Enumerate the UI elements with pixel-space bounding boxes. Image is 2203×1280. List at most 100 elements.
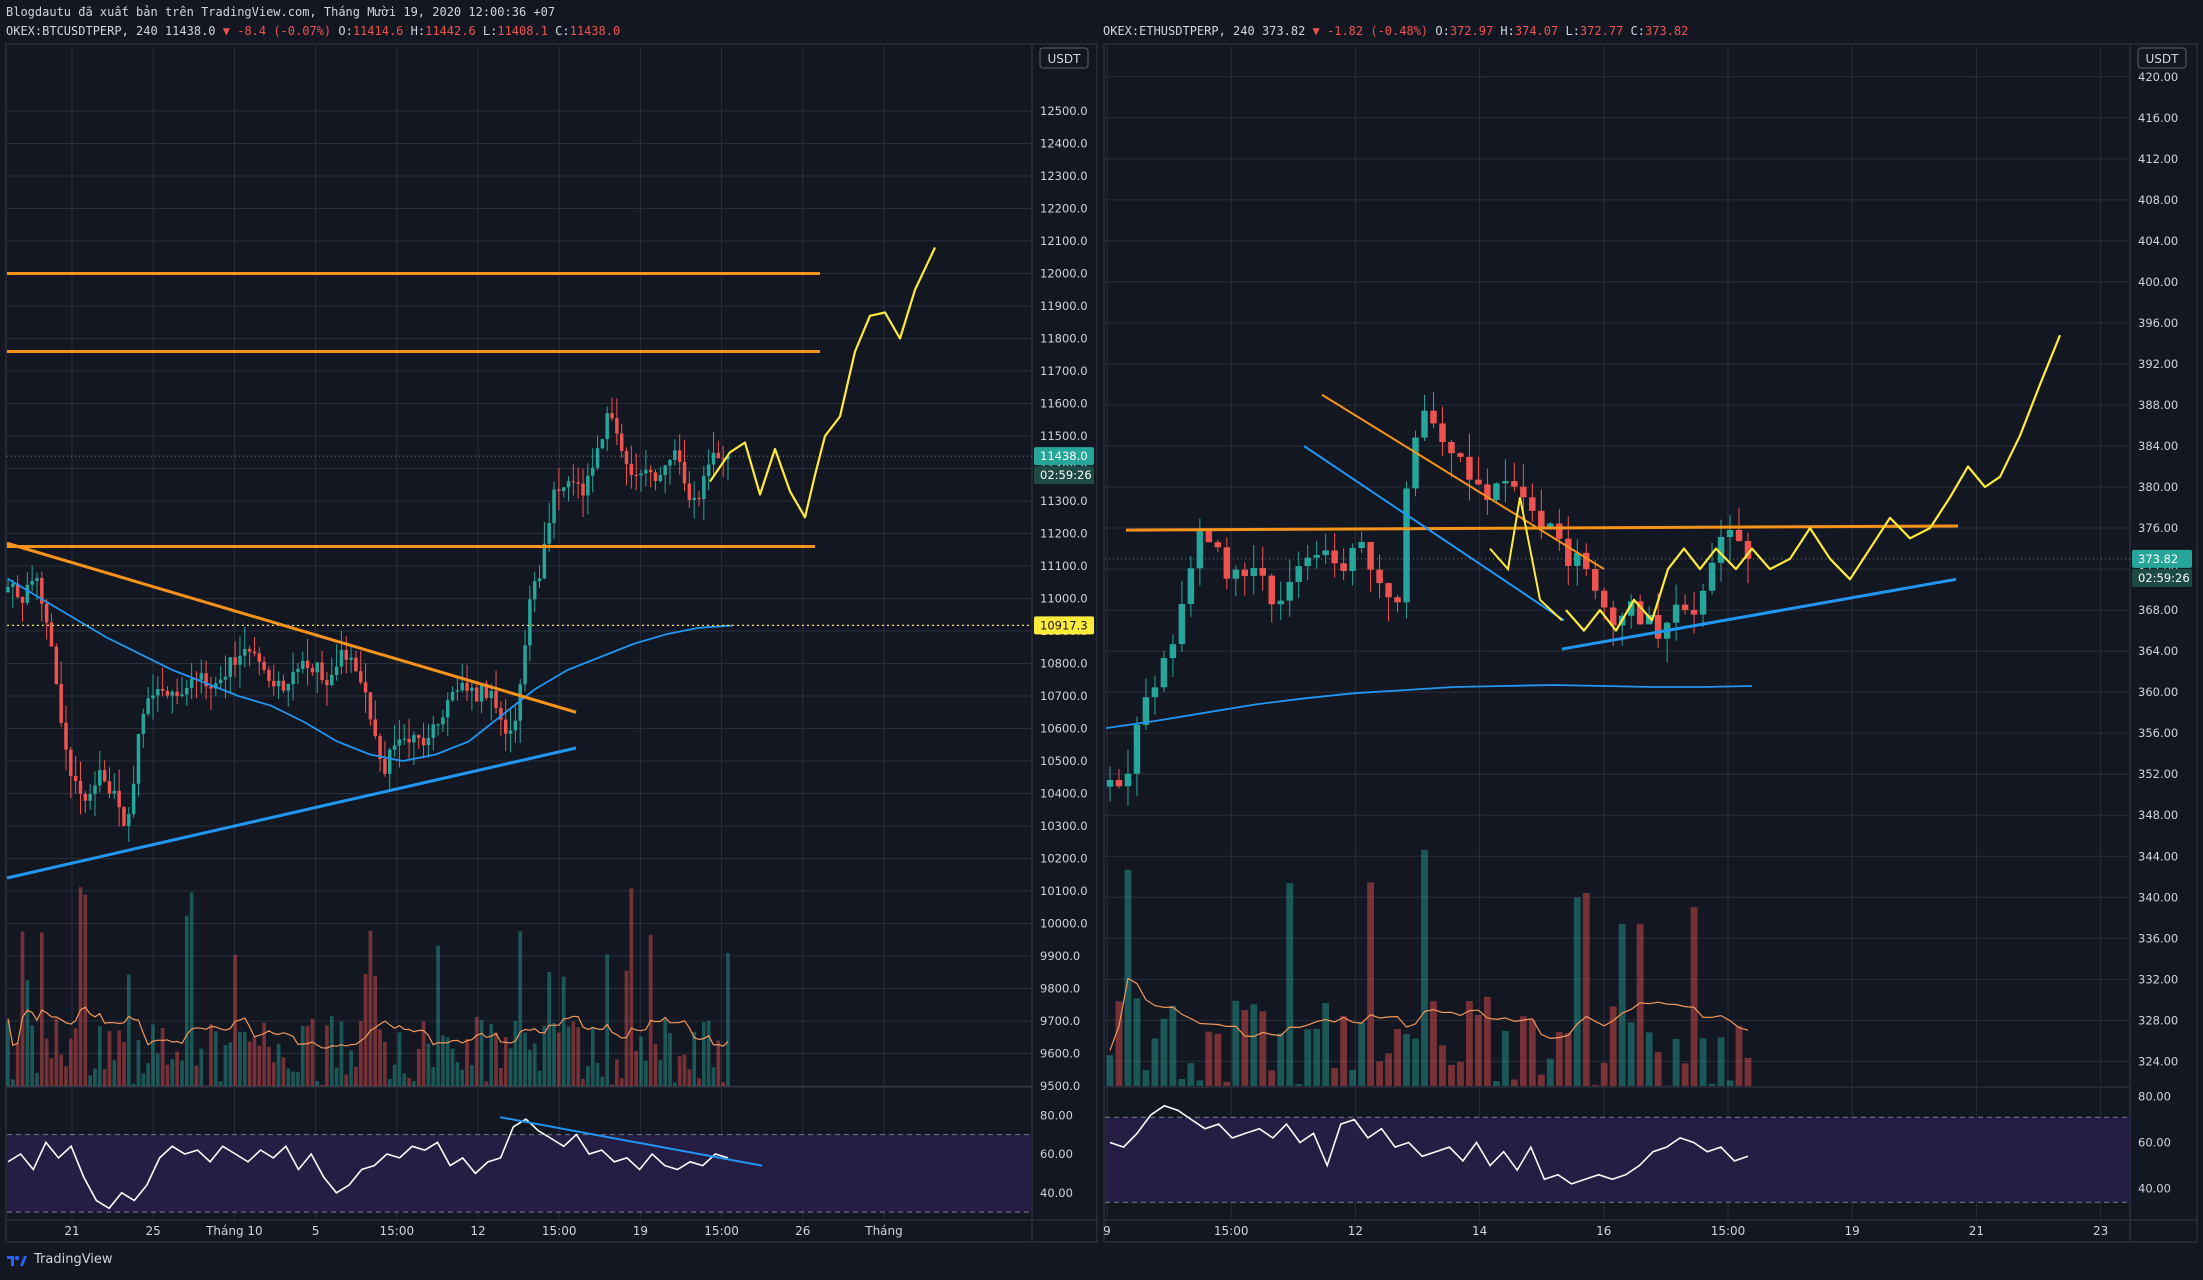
eth-rsi-tick-label: 40.00 [2138, 1181, 2171, 1195]
btc-rsi-tick-label: 60.00 [1040, 1147, 1073, 1161]
btc-last-price-label: 11438.0 [1040, 449, 1088, 463]
eth-x-tick-label: 23 [2093, 1224, 2108, 1238]
eth-volume-bar [1448, 1064, 1455, 1086]
btc-volume-bar [639, 1036, 643, 1086]
eth-y-tick-label: 340.00 [2138, 890, 2178, 904]
tradingview-logo[interactable]: TradingView [6, 1252, 113, 1267]
btc-volume-bar [102, 1069, 107, 1086]
eth-volume-bar [1681, 1063, 1689, 1086]
btc-chart: 12500.0 12400.0 12300.0 12200.0 12100.0 12000… [6, 46, 1094, 1238]
btc-volume-bar [35, 1072, 39, 1086]
btc-candle [513, 720, 518, 731]
btc-y-tick-label: 11100.0 [1040, 559, 1088, 573]
eth-volume-bar [1466, 1000, 1473, 1086]
btc-volume-bar [262, 1022, 266, 1086]
eth-candle [1529, 497, 1536, 511]
eth-candle [1151, 687, 1159, 698]
btc-volume-bar [615, 1059, 619, 1086]
btc-candle [474, 687, 479, 702]
eth-volume-bar [1475, 1014, 1482, 1086]
btc-candle [431, 724, 435, 738]
btc-x-tick-label: 15:00 [542, 1224, 577, 1238]
btc-volume-bar [136, 1040, 141, 1086]
btc-volume-bar [300, 1025, 305, 1086]
eth-volume-bar [1627, 1022, 1635, 1086]
eth-volume-bar [1295, 1084, 1303, 1086]
eth-currency-badge[interactable]: USDT [2137, 47, 2187, 69]
btc-candle [359, 671, 363, 683]
btc-candle [262, 661, 266, 670]
btc-candle [156, 688, 160, 696]
btc-volume-bar [702, 1022, 706, 1086]
eth-candle [1205, 531, 1213, 543]
eth-y-tick-label: 392.00 [2138, 357, 2178, 371]
eth-volume-bar [1573, 897, 1581, 1086]
btc-volume-bar [474, 1016, 479, 1086]
eth-y-tick-label: 396.00 [2138, 316, 2178, 330]
btc-candle [40, 577, 44, 604]
eth-y-tick-label: 352.00 [2138, 767, 2178, 781]
btc-candle [494, 690, 498, 709]
btc-volume-bar [199, 1048, 204, 1086]
eth-candle [1169, 644, 1177, 659]
eth-volume-ma-line [1109, 977, 1749, 1051]
btc-volume-bar [165, 1064, 170, 1086]
btc-volume-bar [354, 1066, 358, 1086]
btc-candle [252, 651, 257, 654]
btc-candle [64, 722, 68, 750]
eth-candle [1592, 569, 1599, 591]
eth-candle [1403, 488, 1410, 603]
btc-x-tick-label: 21 [64, 1224, 79, 1238]
eth-candle [1214, 542, 1222, 548]
btc-candle [547, 523, 551, 544]
btc-ma-price-label: 10917.3 [1040, 618, 1088, 632]
btc-candle [610, 413, 614, 419]
eth-y-tick-label: 384.00 [2138, 439, 2178, 453]
btc-volume-bar [383, 1042, 387, 1086]
btc-volume-bar [15, 1042, 20, 1086]
btc-volume-bar [151, 1024, 155, 1086]
eth-candle [1268, 575, 1275, 605]
btc-volume-bar [257, 1045, 262, 1086]
eth-candle [1645, 614, 1653, 625]
btc-volume-bar [39, 932, 44, 1086]
eth-volume-bar [1412, 1038, 1419, 1086]
btc-x-tick-label: 26 [795, 1224, 810, 1238]
eth-y-tick-label: 348.00 [2138, 808, 2178, 822]
btc-candle [421, 738, 426, 746]
eth-high: 374.07 [1514, 24, 1559, 38]
btc-candle [484, 683, 489, 699]
btc-volume-bar [49, 1058, 54, 1086]
eth-candle [1726, 530, 1734, 537]
btc-candle [122, 807, 126, 826]
btc-candle [291, 671, 295, 685]
eth-candle [1394, 597, 1401, 603]
btc-candle [653, 472, 658, 482]
btc-volume-bar [25, 980, 30, 1086]
eth-volume-bar [1115, 1001, 1123, 1086]
btc-volume-bar [310, 1018, 315, 1086]
eth-y-tick-label: 336.00 [2138, 931, 2178, 945]
btc-candle [639, 473, 643, 476]
btc-volume-bar [68, 1038, 73, 1086]
btc-volume-bar [209, 1024, 213, 1086]
btc-candle [532, 581, 537, 600]
btc-candle [576, 482, 580, 484]
btc-volume-bar [421, 1021, 426, 1086]
btc-projection-path [709, 247, 936, 519]
btc-volume-bar [320, 1084, 324, 1086]
btc-ascending-trendline [6, 746, 577, 880]
btc-volume-bar [59, 1054, 63, 1086]
eth-o-label: O: [1435, 24, 1450, 38]
btc-volume-bar [441, 1035, 445, 1086]
btc-volume-bar [315, 1081, 320, 1086]
btc-volume-bar [610, 1084, 614, 1086]
eth-last: 373.82 [1261, 24, 1306, 38]
btc-currency-badge[interactable]: USDT [1039, 47, 1089, 69]
btc-candle [373, 719, 377, 737]
btc-candle [136, 733, 141, 784]
btc-volume-bar [658, 1060, 663, 1086]
eth-y-tick-label: 416.00 [2138, 111, 2178, 125]
btc-candle [499, 708, 503, 720]
